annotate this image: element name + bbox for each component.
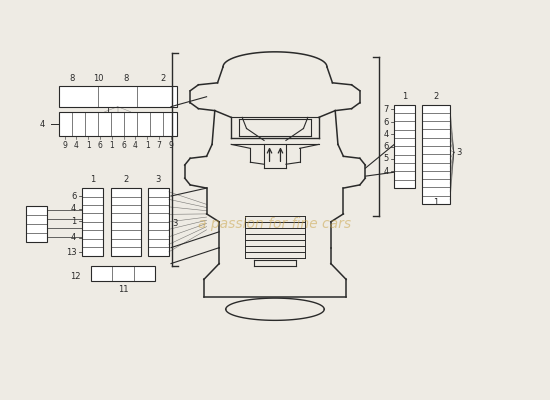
Text: 1: 1 [71, 217, 76, 226]
Text: 7: 7 [383, 105, 389, 114]
Text: 6: 6 [97, 141, 102, 150]
Text: 1: 1 [90, 175, 95, 184]
Text: 2: 2 [123, 175, 128, 184]
Text: 3: 3 [456, 148, 462, 157]
Text: 5: 5 [383, 154, 389, 163]
Text: 2: 2 [160, 74, 166, 83]
Text: 1: 1 [86, 141, 91, 150]
Text: 4: 4 [71, 204, 76, 213]
Bar [111, 188, 141, 256]
Text: 4: 4 [40, 120, 45, 129]
Text: 3: 3 [156, 175, 161, 184]
Text: 2: 2 [433, 92, 438, 101]
Bar [26, 206, 47, 242]
Text: 6: 6 [71, 192, 76, 200]
Text: 9: 9 [62, 141, 67, 150]
Bar [59, 112, 177, 136]
Text: 8: 8 [123, 74, 129, 83]
Text: 8: 8 [70, 74, 75, 83]
Text: 4: 4 [74, 141, 79, 150]
Text: 1: 1 [402, 92, 408, 102]
Text: 6: 6 [121, 141, 126, 150]
Text: 12: 12 [70, 272, 80, 281]
Text: 4: 4 [383, 167, 389, 176]
Text: 7: 7 [156, 141, 161, 150]
Text: 3: 3 [173, 219, 178, 228]
Text: 13: 13 [66, 248, 76, 257]
Text: 6: 6 [383, 142, 389, 151]
Text: 4: 4 [71, 233, 76, 242]
Bar [82, 188, 103, 256]
Text: 10: 10 [94, 74, 104, 83]
Bar [59, 86, 177, 107]
Text: 4: 4 [133, 141, 138, 150]
Text: a passion for fine cars: a passion for fine cars [199, 217, 351, 231]
Text: 1: 1 [433, 198, 438, 207]
Text: 4: 4 [383, 130, 389, 139]
Bar [422, 105, 450, 204]
Text: 11: 11 [118, 286, 128, 294]
Text: 1: 1 [145, 141, 150, 150]
Bar [91, 266, 155, 282]
Text: 1: 1 [109, 141, 114, 150]
Text: 6: 6 [383, 118, 389, 127]
Bar [394, 105, 415, 188]
Text: 9: 9 [168, 141, 173, 150]
Bar [148, 188, 169, 256]
